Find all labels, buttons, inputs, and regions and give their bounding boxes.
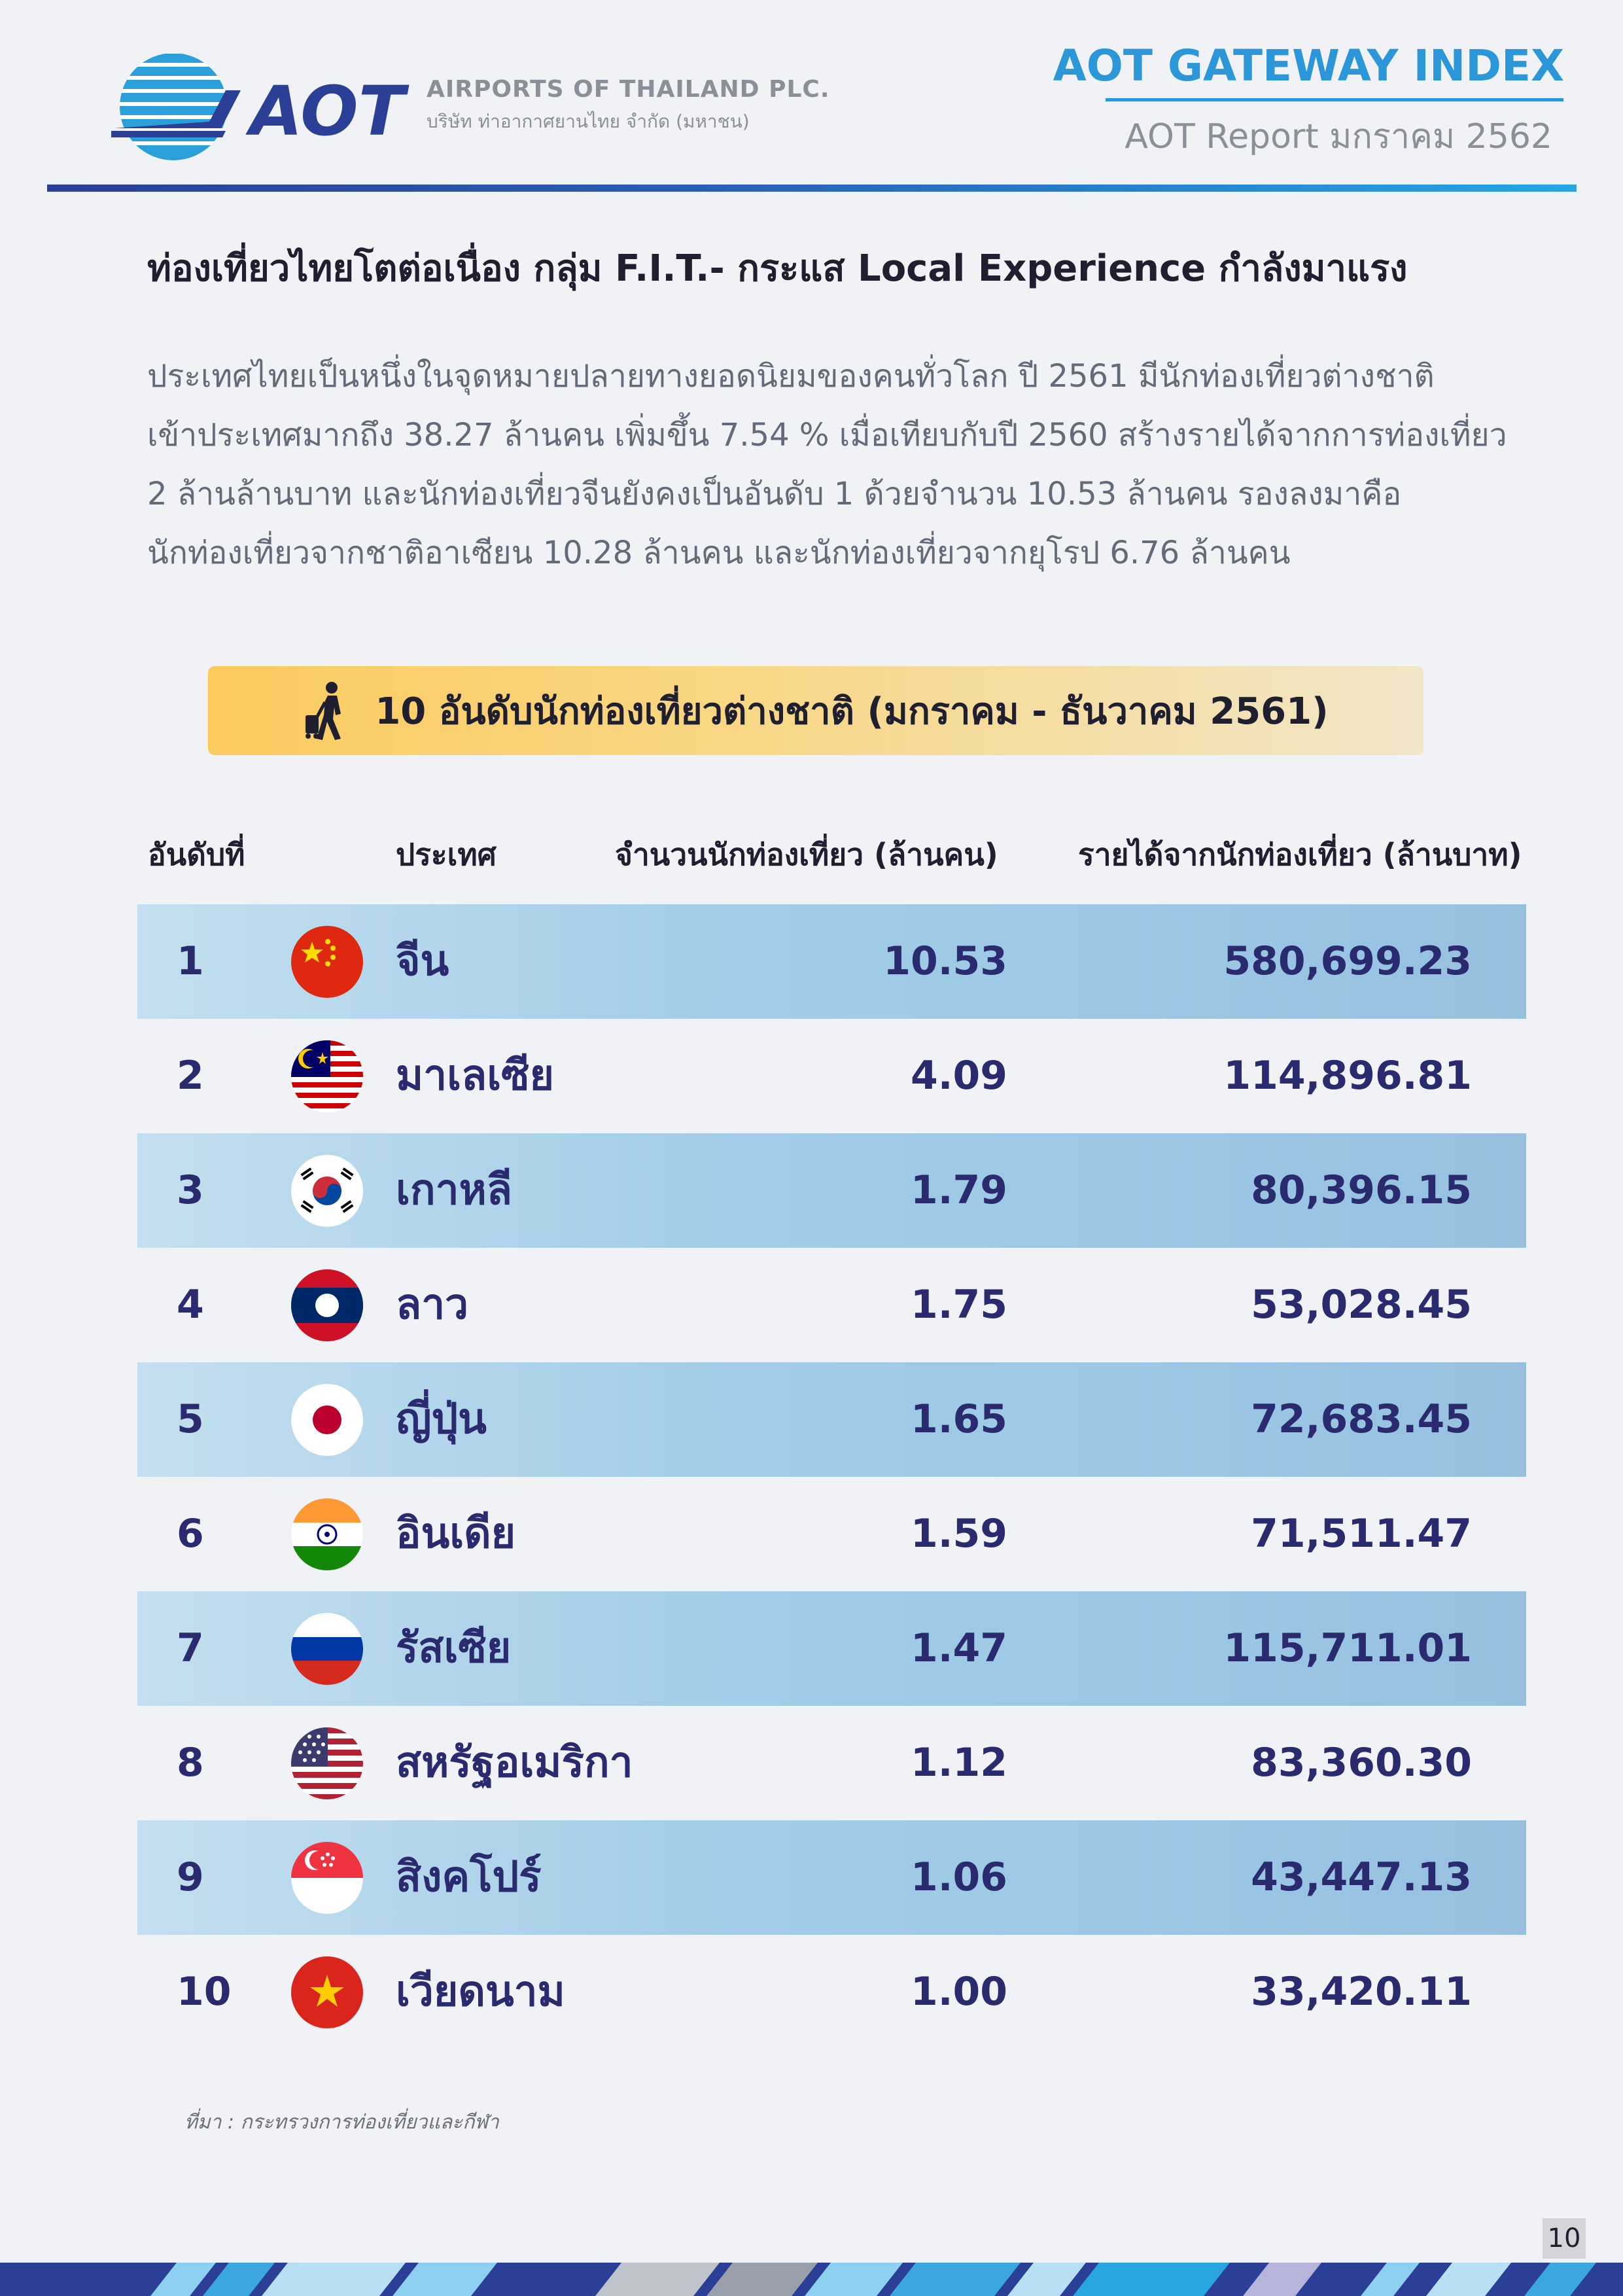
revenue-cell: 33,420.11	[1251, 1969, 1472, 2015]
title-underline	[1106, 98, 1563, 101]
paragraph-line: เข้าประเทศมากถึง 38.27 ล้านคน เพิ่มขึ้น …	[147, 417, 1507, 453]
country-cell: จีน	[396, 937, 449, 985]
tourist-count-cell: 1.75	[910, 1282, 1007, 1328]
country-cell: สิงคโปร์	[396, 1853, 542, 1901]
rank-cell: 3	[177, 1167, 204, 1213]
rank-cell: 7	[177, 1625, 204, 1671]
paragraph-line: นักท่องเที่ยวจากชาติอาเซียน 10.28 ล้านคน…	[147, 535, 1291, 571]
revenue-cell: 53,028.45	[1251, 1282, 1472, 1328]
table-row: 4 ลาว 1.75 53,028.45	[137, 1248, 1526, 1362]
rank-cell: 2	[177, 1053, 204, 1099]
top10-banner: 10 อันดับนักท่องเที่ยวต่างชาติ (มกราคม -…	[208, 666, 1423, 755]
ranking-table: 1 จีน 10.53 580,699.23 2	[137, 904, 1526, 2049]
vietnam-flag-icon	[291, 1956, 363, 2028]
tourist-count-cell: 1.00	[910, 1969, 1007, 2015]
tourist-count-cell: 10.53	[883, 938, 1007, 984]
logo-text: AOT	[245, 71, 410, 151]
article-headline: ท่องเที่ยวไทยโตต่อเนื่อง กลุ่ม F.I.T.- ก…	[147, 247, 1408, 290]
revenue-cell: 114,896.81	[1223, 1053, 1472, 1099]
tourist-count-cell: 1.47	[910, 1625, 1007, 1671]
header-divider	[47, 185, 1577, 192]
country-cell: รัสเซีย	[396, 1624, 512, 1672]
india-flag-icon	[291, 1498, 363, 1570]
china-flag-icon	[291, 926, 363, 998]
laos-flag-icon	[291, 1269, 363, 1341]
table-row: 2 มาเลเซีย 4.09 114,896.81	[137, 1019, 1526, 1133]
revenue-cell: 83,360.30	[1251, 1740, 1472, 1786]
page-number: 10	[1543, 2218, 1586, 2259]
table-row: 7 รัสเซีย 1.47 115,711.01	[137, 1591, 1526, 1706]
tourist-count-cell: 1.59	[910, 1511, 1007, 1557]
korea-flag-icon	[291, 1155, 363, 1227]
table-row: 8 สหรัฐอเมริกา 1.12 8	[137, 1706, 1526, 1820]
tourist-count-cell: 1.12	[910, 1740, 1007, 1786]
country-cell: เกาหลี	[396, 1166, 512, 1214]
table-row: 10 เวียดนาม 1.00 33,420.11	[137, 1935, 1526, 2049]
table-row: 5 ญี่ปุ่น 1.65 72,683.45	[137, 1362, 1526, 1477]
rank-cell: 4	[177, 1282, 204, 1328]
company-name-th: บริษัท ท่าอากาศยานไทย จำกัด (มหาชน)	[427, 111, 750, 132]
company-name-en: AIRPORTS OF THAILAND PLC.	[427, 76, 830, 103]
revenue-cell: 115,711.01	[1223, 1625, 1472, 1671]
country-cell: สหรัฐอเมริกา	[396, 1739, 633, 1787]
country-cell: มาเลเซีย	[396, 1051, 555, 1100]
revenue-cell: 580,699.23	[1223, 938, 1472, 984]
aot-logo: AOT	[111, 53, 410, 160]
rank-cell: 5	[177, 1396, 204, 1442]
paragraph-line: ประเทศไทยเป็นหนึ่งในจุดหมายปลายทางยอดนิย…	[147, 358, 1435, 395]
country-cell: ลาว	[396, 1280, 469, 1329]
tourist-count-cell: 1.06	[910, 1854, 1007, 1900]
country-cell: เวียดนาม	[396, 1968, 565, 2016]
source-note: ที่มา : กระทรวงการท่องเที่ยวและกีฬา	[184, 2111, 499, 2134]
rank-cell: 6	[177, 1511, 204, 1557]
rank-cell: 1	[177, 938, 204, 984]
table-row: 1 จีน 10.53 580,699.23	[137, 904, 1526, 1019]
article-paragraph: ประเทศไทยเป็นหนึ่งในจุดหมายปลายทางยอดนิย…	[147, 347, 1534, 582]
usa-flag-icon	[291, 1727, 363, 1799]
walking-traveler-icon	[305, 682, 341, 740]
russia-flag-icon	[291, 1613, 363, 1685]
revenue-cell: 72,683.45	[1251, 1396, 1472, 1442]
footer-stripe-decoration	[0, 2263, 1623, 2296]
column-header-tourist-count: จำนวนนักท่องเที่ยว (ล้านคน)	[615, 837, 998, 872]
banner-title: 10 อันดับนักท่องเที่ยวต่างชาติ (มกราคม -…	[375, 690, 1329, 733]
gateway-index-title: AOT GATEWAY INDEX	[1053, 41, 1564, 91]
rank-cell: 10	[177, 1969, 232, 2015]
table-row: 6 อินเดีย 1.59 71,511.47	[137, 1477, 1526, 1591]
country-cell: ญี่ปุ่น	[396, 1395, 487, 1443]
table-row: 9 สิงคโปร์ 1.06 43,447.13	[137, 1820, 1526, 1935]
table-row: 3 เกาหลี 1.79	[137, 1133, 1526, 1248]
malaysia-flag-icon	[291, 1040, 363, 1112]
report-date-label: AOT Report มกราคม 2562	[1125, 117, 1552, 156]
revenue-cell: 43,447.13	[1251, 1854, 1472, 1900]
tourist-count-cell: 4.09	[910, 1053, 1007, 1099]
paragraph-line: 2 ล้านล้านบาท และนักท่องเที่ยวจีนยังคงเป…	[147, 476, 1402, 512]
country-cell: อินเดีย	[396, 1510, 516, 1558]
revenue-cell: 80,396.15	[1251, 1167, 1472, 1213]
tourist-count-cell: 1.65	[910, 1396, 1007, 1442]
column-header-country: ประเทศ	[396, 837, 497, 872]
column-header-rank: อันดับที่	[148, 837, 245, 872]
tourist-count-cell: 1.79	[910, 1167, 1007, 1213]
rank-cell: 8	[177, 1740, 204, 1786]
rank-cell: 9	[177, 1854, 204, 1900]
revenue-cell: 71,511.47	[1251, 1511, 1472, 1557]
japan-flag-icon	[291, 1384, 363, 1456]
column-header-revenue: รายได้จากนักท่องเที่ยว (ล้านบาท)	[1078, 837, 1522, 872]
singapore-flag-icon	[291, 1842, 363, 1914]
